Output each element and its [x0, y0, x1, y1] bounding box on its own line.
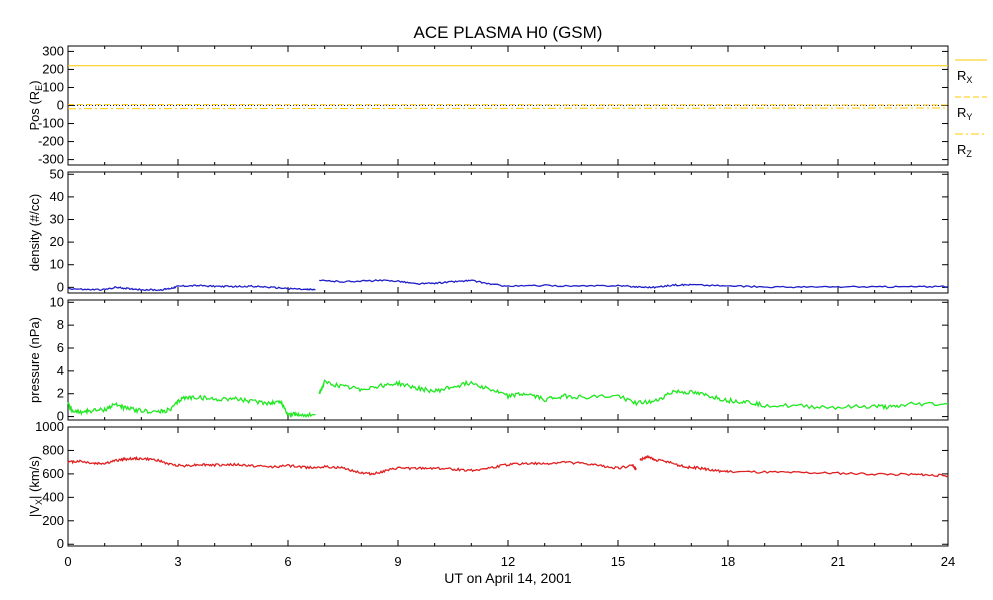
y-tick-label: 1000 — [35, 419, 64, 434]
legend-label-subscript: Y — [966, 112, 972, 122]
y-tick-label: 800 — [42, 442, 64, 457]
y-axis-label-tail: ) — [27, 80, 42, 84]
y-tick-label: -200 — [38, 134, 64, 149]
x-tick-label: 6 — [284, 554, 291, 569]
panel-frame — [67, 426, 949, 547]
x-axis-label: UT on April 14, 2001 — [444, 570, 572, 586]
y-tick-label: -100 — [38, 116, 64, 131]
panel-frame — [67, 299, 949, 421]
x-tick-label: 12 — [501, 554, 515, 569]
y-tick-label: 100 — [42, 79, 64, 94]
y-tick-label: 50 — [50, 166, 64, 181]
y-axis-label-subscript: E — [34, 85, 44, 91]
x-tick-label: 9 — [394, 554, 401, 569]
x-tick-label: 18 — [721, 554, 735, 569]
y-axis-label-tail: | (km/s) — [27, 456, 42, 499]
legend-label-subscript: Z — [966, 149, 972, 159]
legend-label: RX — [957, 68, 972, 85]
x-tick-label: 0 — [64, 554, 71, 569]
y-axis-label-text: Pos (R — [27, 91, 42, 131]
y-tick-label: 40 — [50, 189, 64, 204]
legend-label: RY — [957, 105, 972, 122]
y-tick-label: 8 — [57, 317, 64, 332]
legend-label: RZ — [957, 142, 972, 159]
y-tick-label: -300 — [38, 152, 64, 167]
x-tick-label: 21 — [831, 554, 845, 569]
y-axis-label-subscript: X — [34, 499, 44, 505]
y-tick-label: 6 — [57, 340, 64, 355]
y-tick-label: 400 — [42, 489, 64, 504]
y-tick-label: 0 — [57, 279, 64, 294]
y-axis-label: density (#/cc) — [27, 194, 42, 271]
y-tick-label: 300 — [42, 43, 64, 58]
y-tick-label: 10 — [50, 257, 64, 272]
y-axis-label-text: pressure (nPa) — [27, 317, 42, 403]
panel-3: 1000 800 600 400 200 0 |VX| (km/s) — [27, 419, 949, 551]
y-axis-label: pressure (nPa) — [27, 317, 42, 403]
y-axis-label: |VX| (km/s) — [27, 456, 44, 517]
series-line-1 — [318, 379, 949, 411]
panel-1: 50 40 30 20 10 0 density (#/cc) — [27, 166, 949, 294]
chart-title: ACE PLASMA H0 (GSM) — [414, 23, 603, 42]
series-line-0 — [67, 455, 637, 476]
series-line-0 — [67, 394, 316, 419]
y-tick-label: 4 — [57, 363, 64, 378]
y-axis-label-text: |V — [27, 505, 42, 517]
legend-label-text: R — [957, 142, 966, 157]
y-axis-label: Pos (RE) — [27, 80, 44, 130]
x-tick-label: 15 — [611, 554, 625, 569]
y-tick-label: 0 — [57, 98, 64, 113]
y-tick-label: 200 — [42, 61, 64, 76]
y-tick-label: 600 — [42, 466, 64, 481]
y-tick-label: 0 — [57, 409, 64, 424]
series-line-2 — [67, 107, 949, 110]
y-tick-label: 200 — [42, 513, 64, 528]
y-tick-label: 2 — [57, 386, 64, 401]
legend-label-subscript: X — [966, 75, 972, 85]
x-tick-label: 24 — [941, 554, 955, 569]
y-tick-label: 20 — [50, 234, 64, 249]
legend-label-text: R — [957, 68, 966, 83]
y-tick-label: 10 — [50, 294, 64, 309]
series-line-0 — [67, 284, 316, 292]
panel-2: 10 8 6 4 2 0 pressure (nPa) — [27, 294, 949, 424]
series-line-1 — [319, 279, 949, 289]
legend-label-text: R — [957, 105, 966, 120]
y-axis-label-text: density (#/cc) — [27, 194, 42, 271]
y-tick-label: 0 — [57, 536, 64, 551]
series-line-1 — [639, 454, 949, 478]
panel-frame — [67, 171, 949, 294]
y-tick-label: 30 — [50, 211, 64, 226]
x-tick-label: 3 — [174, 554, 181, 569]
